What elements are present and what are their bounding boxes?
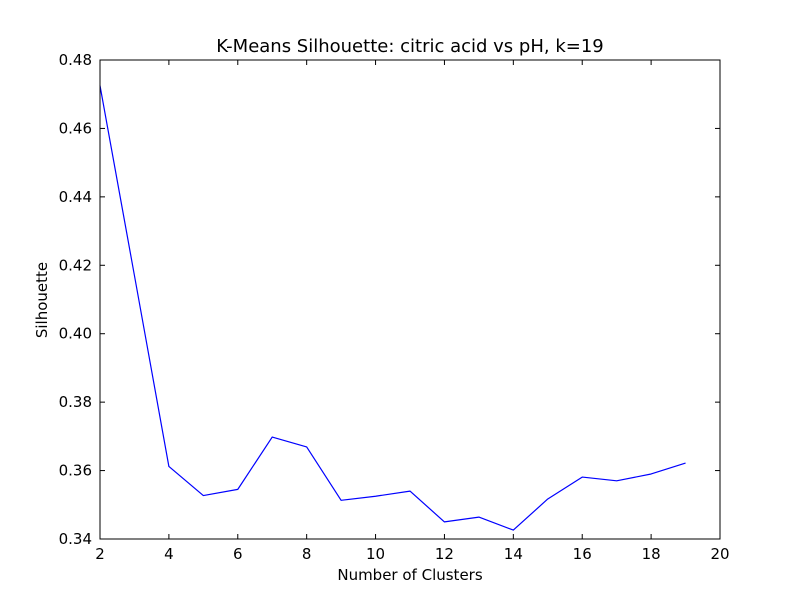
x-tick-label: 18	[642, 545, 661, 563]
x-tick-label: 16	[573, 545, 592, 563]
y-axis-label: Silhouette	[33, 262, 51, 338]
y-axis-ticks: 0.34 0.36 0.38 0.40 0.42 0.44 0.46 0.48	[59, 51, 720, 548]
y-tick-label: 0.42	[59, 256, 92, 274]
x-tick-label: 8	[302, 545, 312, 563]
x-tick-label: 4	[164, 545, 174, 563]
x-tick-label: 2	[95, 545, 105, 563]
y-tick-label: 0.34	[59, 530, 92, 548]
x-axis-label: Number of Clusters	[337, 566, 482, 584]
y-tick-label: 0.46	[59, 119, 92, 137]
x-tick-label: 6	[233, 545, 243, 563]
x-axis-ticks: 2 4 6 8 10 12 14 16 18 20	[95, 60, 730, 563]
y-tick-label: 0.48	[59, 51, 92, 69]
y-tick-label: 0.36	[59, 462, 92, 480]
x-tick-label: 10	[366, 545, 385, 563]
x-tick-label: 20	[710, 545, 729, 563]
plot-frame	[99, 59, 721, 540]
y-tick-label: 0.44	[59, 188, 92, 206]
plot-area	[99, 85, 686, 531]
x-tick-label: 14	[504, 545, 523, 563]
chart-title: K-Means Silhouette: citric acid vs pH, k…	[216, 36, 603, 57]
y-tick-label: 0.38	[59, 393, 92, 411]
y-tick-label: 0.40	[59, 325, 92, 343]
x-tick-label: 12	[435, 545, 454, 563]
silhouette-series-line	[99, 85, 686, 531]
